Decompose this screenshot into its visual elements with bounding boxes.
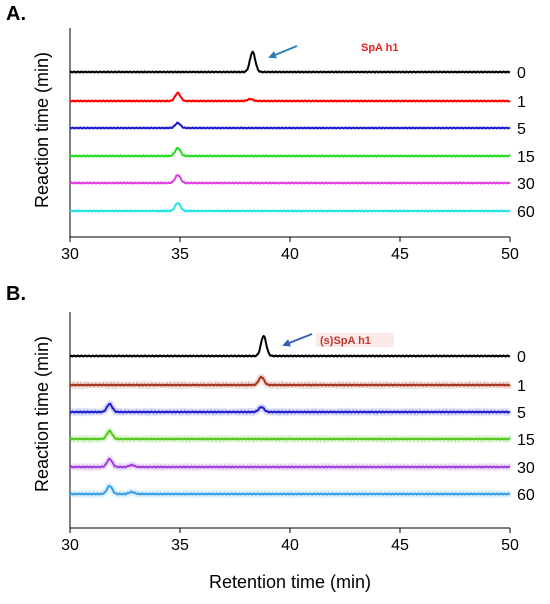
panel-b-trace-60-min	[69, 484, 511, 496]
panel-b-series-label-0: 0	[517, 349, 526, 366]
panel-b: B. Reaction time (min) (s)SpA h1 30 35 40 4…	[6, 283, 535, 592]
panel-a-trace-30-min	[69, 174, 511, 185]
panel-a-compound-label: SpA h1	[361, 42, 399, 54]
panel-b-y-axis-label: Reaction time (min)	[32, 336, 52, 492]
panel-a-trace-60-min	[69, 202, 511, 213]
panel-b-x-tick-label: 30	[61, 537, 79, 554]
panel-b-x-tick-label: 40	[281, 537, 299, 554]
panel-a-trace-15-min	[69, 146, 511, 158]
panel-a-series-label-30: 30	[517, 176, 535, 193]
panel-a: A. Reaction time (min) SpA h1 30 35 40 45 50…	[6, 3, 535, 263]
panel-a-series-label-0: 0	[517, 65, 526, 82]
panel-a-label: A.	[6, 3, 26, 25]
panel-a-x-ticks: 30 35 40 45 50	[61, 237, 519, 263]
panel-a-y-axis-label: Reaction time (min)	[32, 52, 52, 208]
panel-b-label: B.	[6, 283, 26, 305]
panel-a-trace-0-min	[69, 50, 511, 74]
panel-a-series-label-5: 5	[517, 121, 526, 138]
panel-b-arrow	[282, 333, 313, 347]
panel-b-series-label-5: 5	[517, 405, 526, 422]
panel-a-x-tick-label: 40	[281, 246, 299, 263]
panel-a-x-tick-label: 30	[61, 246, 79, 263]
panel-a-arrow	[268, 45, 298, 59]
panel-b-trace-15-min	[69, 429, 511, 441]
panel-b-series-label-60: 60	[517, 487, 535, 504]
panel-a-trace-5-min	[69, 121, 511, 130]
panel-b-x-tick-label: 45	[391, 537, 409, 554]
panel-b-trace-1-min	[69, 375, 511, 387]
panel-b-compound-label-bg	[316, 333, 394, 347]
panel-b-x-ticks: 30 35 40 45 50	[61, 528, 519, 554]
panel-b-trace-5-min	[69, 402, 511, 414]
panel-b-compound-label: (s)SpA h1	[320, 335, 371, 347]
panel-b-series-label-1: 1	[517, 378, 526, 395]
panel-a-x-tick-label: 35	[171, 246, 189, 263]
panel-a-trace-1-min	[69, 91, 511, 103]
panel-a-series-label-60: 60	[517, 204, 535, 221]
panel-b-x-tick-label: 35	[171, 537, 189, 554]
panel-a-x-tick-label: 45	[391, 246, 409, 263]
panel-a-series-label-15: 15	[517, 149, 535, 166]
panel-b-series-label-15: 15	[517, 432, 535, 449]
panel-b-series-label-30: 30	[517, 460, 535, 477]
panel-b-trace-30-min	[69, 457, 511, 469]
panel-b-trace-0-min	[69, 334, 511, 358]
panel-b-x-tick-label: 50	[501, 537, 519, 554]
panel-a-x-tick-label: 50	[501, 246, 519, 263]
panel-b-x-axis-label: Retention time (min)	[209, 572, 371, 592]
panel-a-series-label-1: 1	[517, 94, 526, 111]
